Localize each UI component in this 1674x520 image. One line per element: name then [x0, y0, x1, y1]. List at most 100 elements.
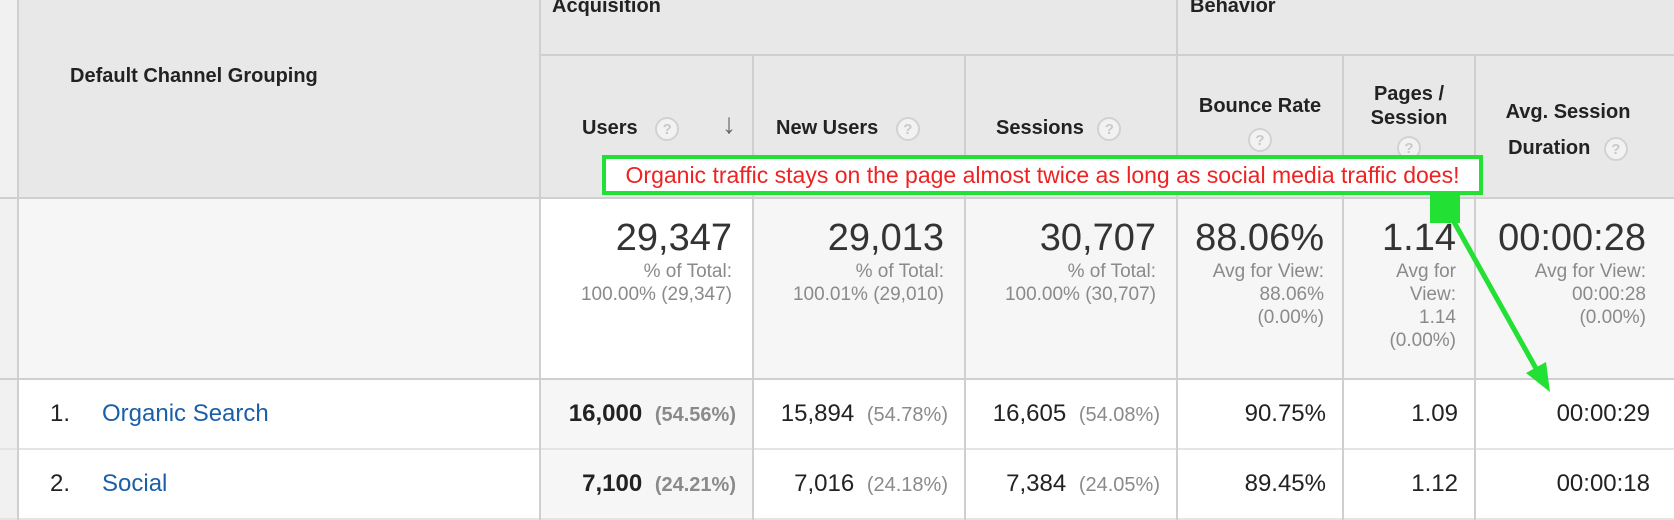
users-cell: 16,000 (54.56%) — [540, 400, 736, 428]
total-avg-duration-detail: 00:00:28 — [1572, 284, 1646, 305]
total-bounce-rate-label: Avg for View: — [1212, 261, 1324, 282]
new-users-value: 7,016 — [794, 470, 855, 497]
total-new-users-value: 29,013 — [827, 217, 944, 259]
total-pages-session-value: 1.14 — [1382, 217, 1456, 259]
total-avg-duration-change: (0.00%) — [1579, 307, 1646, 328]
column-header-avg-duration[interactable]: Avg. Session Duration ? — [1476, 94, 1660, 166]
total-sessions-label: % of Total: — [1067, 261, 1156, 282]
sessions-value: 7,384 — [1006, 470, 1067, 497]
avg-duration-value: 00:00:18 — [1556, 470, 1650, 497]
total-pages-session-label-1: Avg for — [1396, 261, 1456, 282]
column-divider — [1474, 54, 1476, 520]
total-sessions-detail: 100.00% (30,707) — [1004, 284, 1156, 305]
total-pages-session-change: (0.00%) — [1389, 330, 1456, 351]
totals-row — [0, 198, 1674, 379]
column-label-pages-session-line1: Pages / — [1373, 83, 1445, 105]
column-label-avg-duration-line1: Avg. Session — [1505, 101, 1631, 123]
sessions-percent: (54.08%) — [1078, 404, 1160, 426]
table-row: 2. Social 7,100 (24.21%) 7,016 (24.18%) … — [0, 450, 1674, 518]
total-avg-duration: 00:00:28 Avg for View: 00:00:28 (0.00%) — [1474, 216, 1646, 329]
total-pages-session-label-2: View: — [1409, 284, 1456, 305]
group-behavior: Behavior — [1190, 0, 1276, 17]
total-users: 29,347 % of Total: 100.00% (29,347) — [540, 216, 732, 306]
help-icon[interactable]: ? — [895, 116, 920, 141]
column-divider — [1176, 0, 1178, 520]
column-header-new-users[interactable]: New Users ? — [776, 116, 920, 141]
avg-duration-value: 00:00:29 — [1556, 400, 1650, 427]
channel-link-organic-search[interactable]: Organic Search — [102, 400, 269, 427]
annotation-arrow-head — [1526, 362, 1550, 392]
total-pages-session-detail: 1.14 — [1419, 307, 1456, 328]
column-label-users: Users — [582, 117, 638, 139]
total-sessions: 30,707 % of Total: 100.00% (30,707) — [964, 216, 1156, 306]
total-bounce-rate-value: 88.06% — [1195, 217, 1324, 259]
help-icon[interactable]: ? — [1248, 128, 1272, 152]
annotation-connector — [1430, 193, 1460, 223]
total-users-detail: 100.00% (29,347) — [580, 284, 732, 305]
column-divider — [1342, 54, 1344, 520]
new-users-cell: 15,894 (54.78%) — [752, 400, 948, 428]
sessions-value: 16,605 — [992, 400, 1067, 427]
header-bottom-line — [0, 197, 1674, 199]
column-header-bounce-rate[interactable]: Bounce Rate ? — [1178, 94, 1342, 152]
pages-session-value: 1.09 — [1411, 400, 1458, 427]
bounce-rate-value: 89.45% — [1244, 470, 1326, 497]
total-bounce-rate-detail: 88.06% — [1259, 284, 1324, 305]
column-label-avg-duration-line2: Duration — [1508, 137, 1591, 159]
total-pages-session: 1.14 Avg for View: 1.14 (0.00%) — [1342, 216, 1456, 352]
row-index: 1. — [50, 400, 71, 427]
column-divider — [17, 0, 19, 520]
total-new-users-label: % of Total: — [855, 261, 944, 282]
sessions-percent: (24.05%) — [1078, 474, 1160, 496]
row-index: 2. — [50, 470, 71, 497]
pages-session-value: 1.12 — [1411, 470, 1458, 497]
column-header-users[interactable]: Users ? — [582, 116, 680, 141]
new-users-cell: 7,016 (24.18%) — [752, 470, 948, 498]
column-header-pages-session[interactable]: Pages / Session ? — [1344, 82, 1474, 160]
table-row: 1. Organic Search 16,000 (54.56%) 15,894… — [0, 380, 1674, 448]
help-icon[interactable]: ? — [655, 116, 680, 141]
new-users-percent: (24.18%) — [866, 474, 948, 496]
users-totals-cell-bg — [540, 198, 753, 379]
total-bounce-rate-change: (0.00%) — [1257, 307, 1324, 328]
users-value: 7,100 — [582, 470, 643, 497]
column-header-sessions[interactable]: Sessions ? — [996, 116, 1122, 141]
help-icon[interactable]: ? — [1097, 116, 1122, 141]
total-avg-duration-value: 00:00:28 — [1498, 217, 1646, 259]
column-divider — [539, 0, 541, 520]
sessions-cell: 7,384 (24.05%) — [964, 470, 1160, 498]
help-icon[interactable]: ? — [1603, 136, 1628, 161]
new-users-percent: (54.78%) — [866, 404, 948, 426]
totals-bottom-line — [0, 378, 1674, 380]
total-new-users-detail: 100.01% (29,010) — [792, 284, 944, 305]
column-label-pages-session-line2: Session — [1370, 107, 1448, 129]
total-users-label: % of Total: — [643, 261, 732, 282]
row-divider — [0, 448, 1674, 450]
total-avg-duration-label: Avg for View: — [1534, 261, 1646, 282]
total-new-users: 29,013 % of Total: 100.01% (29,010) — [752, 216, 944, 306]
annotation-callout: Organic traffic stays on the page almost… — [602, 155, 1483, 195]
left-edge-strip — [0, 0, 17, 520]
users-cell: 7,100 (24.21%) — [540, 470, 736, 498]
new-users-value: 15,894 — [780, 400, 855, 427]
column-label-bounce-rate: Bounce Rate — [1198, 95, 1322, 117]
total-bounce-rate: 88.06% Avg for View: 88.06% (0.00%) — [1176, 216, 1324, 329]
users-percent: (54.56%) — [654, 404, 736, 426]
total-sessions-value: 30,707 — [1039, 217, 1156, 259]
group-acquisition: Acquisition — [552, 0, 661, 17]
group-divider — [540, 54, 1674, 56]
bounce-rate-value: 90.75% — [1244, 400, 1326, 427]
sessions-cell: 16,605 (54.08%) — [964, 400, 1160, 428]
users-value: 16,000 — [568, 400, 643, 427]
dimension-header[interactable]: Default Channel Grouping — [70, 65, 318, 87]
sort-descending-icon[interactable]: ↓ — [722, 108, 736, 139]
annotation-arrow-line — [1451, 220, 1541, 374]
users-percent: (24.21%) — [654, 474, 736, 496]
column-divider — [752, 54, 754, 520]
column-label-new-users: New Users — [776, 117, 879, 139]
total-users-value: 29,347 — [615, 217, 732, 259]
column-label-sessions: Sessions — [996, 117, 1084, 139]
column-divider — [964, 54, 966, 520]
channel-link-social[interactable]: Social — [102, 470, 168, 497]
